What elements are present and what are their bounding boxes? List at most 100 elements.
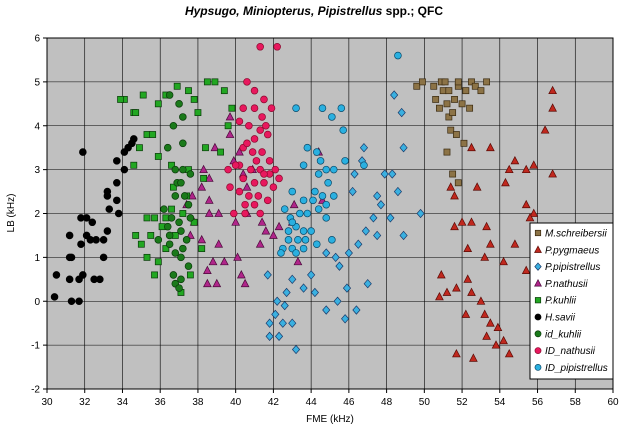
- x-tick-label: 48: [381, 397, 393, 408]
- data-point: [240, 278, 250, 288]
- data-point: [482, 331, 491, 340]
- data-point: [250, 135, 259, 143]
- data-point: [491, 340, 501, 349]
- y-tick-label: 0: [34, 297, 40, 308]
- x-ticks: 30 32 34 36 38 40 42 44 46 48 50 52 54 56 58 60: [41, 389, 619, 408]
- data-point: [265, 157, 274, 165]
- data-point: [432, 96, 440, 103]
- data-point: [169, 121, 178, 130]
- data-point: [113, 179, 121, 187]
- data-point: [231, 161, 240, 170]
- legend-marker: [534, 262, 542, 271]
- data-point: [303, 209, 312, 218]
- data-point: [449, 170, 457, 178]
- data-point: [143, 253, 151, 261]
- data-point: [299, 196, 308, 205]
- legend-label: ID_pipistrellus: [545, 363, 608, 374]
- data-point: [258, 148, 266, 156]
- x-tick-label: 60: [607, 397, 619, 408]
- data-point: [105, 205, 114, 213]
- data-point: [301, 236, 310, 244]
- data-point: [441, 78, 449, 86]
- data-point: [482, 221, 491, 231]
- data-point: [132, 232, 140, 239]
- data-point: [171, 165, 180, 174]
- data-point: [486, 142, 495, 152]
- data-point: [471, 82, 479, 90]
- data-point: [96, 275, 104, 284]
- data-point: [179, 139, 187, 148]
- data-point: [436, 104, 443, 112]
- data-point: [260, 170, 268, 178]
- data-point: [296, 209, 304, 218]
- data-point: [203, 278, 212, 288]
- data-point: [168, 161, 175, 169]
- legend-marker: [534, 347, 542, 354]
- data-point: [184, 262, 193, 270]
- data-point: [443, 100, 451, 108]
- data-point: [271, 165, 280, 174]
- data-point: [200, 174, 208, 182]
- data-point: [461, 309, 471, 318]
- data-point: [114, 209, 123, 218]
- data-point: [260, 95, 268, 104]
- data-point: [493, 322, 503, 331]
- data-point: [160, 205, 168, 213]
- data-point: [443, 148, 451, 156]
- data-point: [224, 165, 232, 174]
- data-point: [341, 157, 349, 165]
- data-point: [299, 244, 308, 253]
- data-point: [214, 208, 224, 217]
- data-point: [309, 196, 317, 205]
- series-M.schreibersii: [413, 78, 491, 187]
- x-tick-label: 30: [41, 397, 53, 408]
- data-point: [224, 122, 232, 130]
- data-point: [460, 139, 468, 147]
- data-point: [186, 214, 195, 222]
- data-point: [394, 51, 402, 60]
- y-tick-label: -1: [31, 341, 40, 352]
- legend-box: [529, 222, 614, 380]
- data-point: [468, 78, 475, 86]
- y-tick-label: -2: [31, 385, 40, 396]
- data-point: [263, 270, 272, 280]
- data-point: [179, 244, 187, 253]
- data-point: [288, 318, 297, 328]
- x-tick-label: 34: [117, 397, 129, 408]
- data-point: [446, 182, 456, 191]
- data-point: [65, 231, 74, 240]
- data-point: [333, 296, 342, 306]
- data-point: [186, 170, 195, 178]
- data-point: [480, 309, 490, 318]
- data-point: [548, 85, 557, 95]
- data-point: [243, 78, 251, 86]
- data-point: [169, 271, 178, 279]
- data-point: [225, 112, 235, 121]
- data-point: [504, 164, 514, 174]
- data-point: [230, 209, 238, 218]
- data-point: [212, 278, 222, 288]
- data-point: [454, 179, 462, 187]
- data-point: [169, 183, 177, 191]
- data-point: [265, 331, 274, 342]
- data-point: [449, 109, 457, 116]
- y-tick-label: 6: [34, 34, 40, 45]
- x-tick-label: 40: [230, 397, 242, 408]
- data-point: [458, 100, 466, 108]
- data-point: [363, 279, 372, 289]
- x-tick-label: 42: [268, 397, 280, 408]
- data-point: [445, 113, 453, 121]
- data-point: [154, 153, 162, 160]
- data-point: [173, 82, 181, 90]
- data-point: [225, 129, 235, 138]
- data-point: [318, 104, 327, 112]
- data-point: [163, 222, 172, 231]
- data-point: [307, 270, 316, 280]
- data-point: [198, 245, 206, 253]
- data-points: [50, 43, 557, 362]
- legend-marker: [534, 364, 542, 371]
- x-tick-label: 36: [155, 397, 167, 408]
- data-point: [299, 227, 308, 235]
- data-point: [184, 200, 193, 209]
- data-point: [245, 192, 253, 200]
